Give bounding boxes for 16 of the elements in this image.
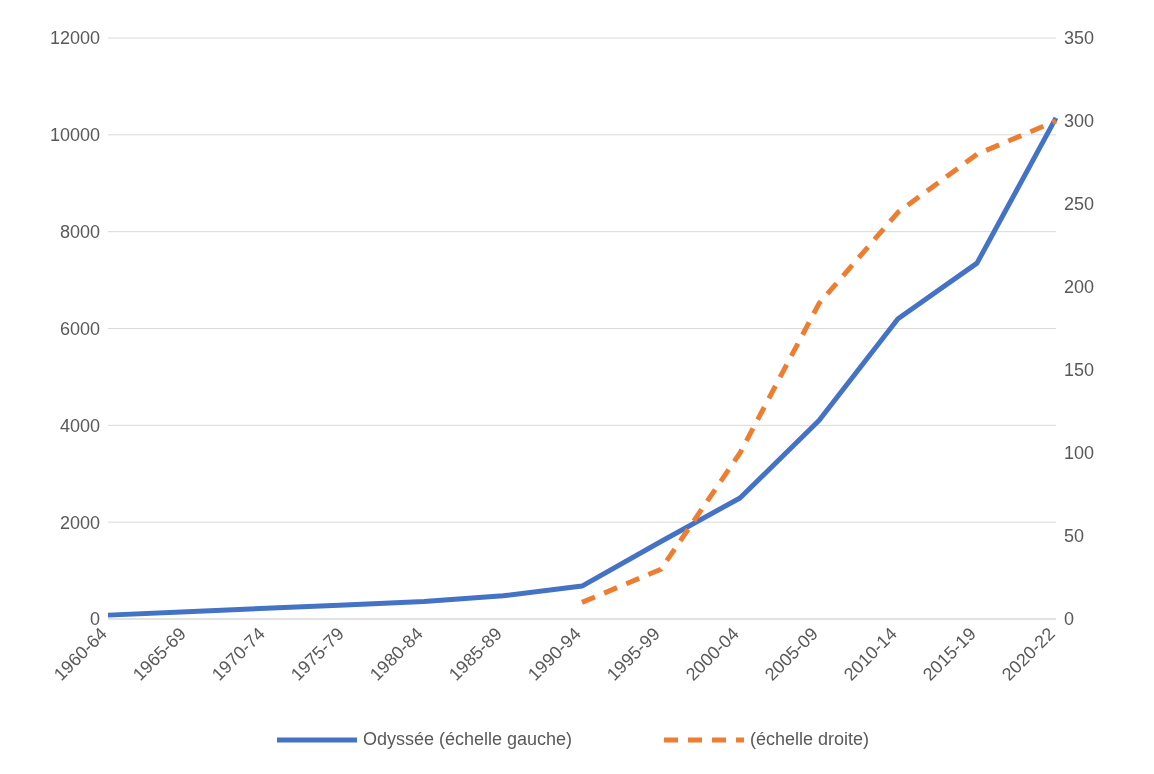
y2-tick-label: 100 — [1064, 443, 1095, 464]
y-tick-label: 10000 — [49, 125, 100, 146]
y2-tick-label: 350 — [1064, 28, 1095, 49]
y-tick-label: 4000 — [59, 415, 100, 436]
legend-label: (échelle droite) — [750, 729, 870, 750]
y-tick-label: 8000 — [59, 222, 100, 243]
y-tick-label: 12000 — [49, 28, 100, 49]
y2-tick-label: 0 — [1064, 609, 1075, 630]
y2-tick-label: 250 — [1064, 194, 1095, 215]
y2-tick-label: 150 — [1064, 360, 1095, 381]
y2-tick-label: 200 — [1064, 277, 1095, 298]
y-tick-label: 6000 — [59, 318, 100, 339]
y-tick-label: 2000 — [59, 512, 100, 533]
y2-tick-label: 300 — [1064, 111, 1095, 132]
legend-label: Odyssée (échelle gauche) — [362, 729, 573, 750]
y2-tick-label: 50 — [1064, 526, 1085, 547]
